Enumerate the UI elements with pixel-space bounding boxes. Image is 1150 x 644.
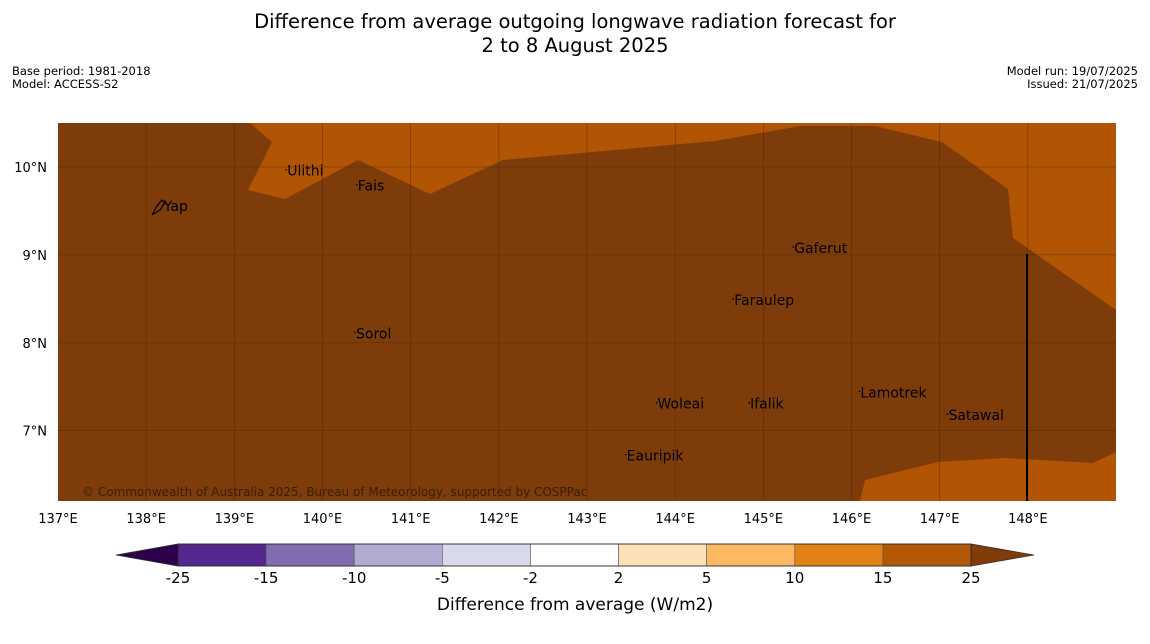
island-marker [858, 390, 861, 393]
colorbar-tick-label: -25 [166, 569, 191, 587]
latitude-tick-label: 9°N [23, 249, 48, 264]
place-label: Faraulep [734, 293, 794, 309]
island-marker [946, 413, 949, 415]
colorbar-frame [177, 543, 972, 567]
place-label: Sorol [356, 326, 391, 342]
meta-right: Model run: 19/07/2025 Issued: 21/07/2025 [1007, 65, 1138, 91]
latitude-tick-label: 8°N [23, 337, 48, 352]
colorbar-segment [177, 543, 267, 567]
island-marker [655, 401, 658, 404]
colorbar-segment [442, 543, 531, 567]
colorbar-tick-label: 2 [614, 569, 624, 587]
longitude-tick-label: 139°E [215, 512, 255, 527]
colorbar-segment [706, 543, 796, 567]
latitude-tick-label: 10°N [14, 161, 47, 176]
longitude-tick-label: 143°E [567, 512, 607, 527]
colorbar-label: Difference from average (W/m2) [437, 595, 713, 615]
copyright-notice: © Commonwealth of Australia 2025, Bureau… [82, 485, 587, 499]
model-name: Model: ACCESS-S2 [12, 77, 119, 91]
place-label: Gaferut [794, 241, 848, 257]
place-label: Eauripik [627, 449, 685, 465]
colorbar-tick-label: 15 [873, 569, 892, 587]
longitude-tick-label: 145°E [744, 512, 784, 527]
place-label: Fais [358, 179, 385, 195]
longitude-tick-label: 138°E [126, 512, 166, 527]
title-line-1: Difference from average outgoing longwav… [254, 10, 896, 33]
island-marker [355, 183, 358, 186]
island-marker [732, 298, 735, 300]
colorbar-tick-label: -2 [523, 569, 538, 587]
latitude-ticks: 10°N 9°N 8°N 7°N [14, 161, 47, 440]
colorbar-segment [530, 543, 619, 567]
colorbar-segment [618, 543, 707, 567]
place-labels: Yap Ulithi Fais Gaferut Faraulep Sorol Woleai I… [162, 164, 1004, 465]
place-label: Ulithi [287, 164, 323, 180]
colorbar: -25 -15 -10 -5 -2 2 5 10 15 25 [115, 543, 1035, 587]
longitude-tick-label: 140°E [303, 512, 343, 527]
place-label: Yap [163, 199, 188, 215]
longitude-tick-label: 146°E [832, 512, 872, 527]
island-marker [624, 453, 627, 456]
colorbar-segment [265, 543, 355, 567]
colorbar-tick-label: -10 [342, 569, 367, 587]
colorbar-tick-label: -5 [435, 569, 450, 587]
colorbar-under-arrow [115, 543, 179, 567]
island-marker [354, 331, 356, 334]
model-run: Model run: 19/07/2025 [1006, 64, 1138, 78]
graticule [58, 123, 1116, 501]
colorbar-tick-label: 10 [785, 569, 804, 587]
colorbar-segment [794, 543, 884, 567]
longitude-tick-label: 141°E [391, 512, 431, 527]
colorbar-segment [882, 543, 972, 567]
longitude-tick-label: 142°E [479, 512, 519, 527]
issued-date: Issued: 21/07/2025 [1027, 77, 1138, 91]
place-label: Lamotrek [860, 385, 927, 401]
island-marker [285, 168, 288, 171]
latitude-tick-label: 7°N [23, 425, 48, 440]
place-label: Ifalik [750, 397, 784, 413]
island-marker [748, 401, 750, 404]
colorbar-tick-label: -15 [254, 569, 279, 587]
longitude-tick-label: 137°E [38, 512, 78, 527]
island-marker [792, 246, 794, 248]
longitude-tick-label: 144°E [655, 512, 695, 527]
colorbar-over-arrow [970, 543, 1035, 567]
longitude-tick-label: 148°E [1008, 512, 1048, 527]
place-label: Woleai [658, 397, 705, 413]
colorbar-segment [353, 543, 443, 567]
map-area: Yap Ulithi Fais Gaferut Faraulep Sorol Woleai I… [58, 123, 1116, 501]
longitude-tick-label: 147°E [920, 512, 960, 527]
yap-island-outline [151, 199, 166, 216]
longitude-ticks: 137°E 138°E 139°E 140°E 141°E 142°E 143°E 144°E… [38, 512, 1047, 527]
base-period: Base period: 1981-2018 [12, 64, 151, 78]
colorbar-tick-label: 25 [961, 569, 980, 587]
title-line-2: 2 to 8 August 2025 [481, 34, 669, 57]
island-marker [162, 204, 164, 206]
meta-left: Base period: 1981-2018 Model: ACCESS-S2 [12, 65, 151, 91]
colorbar-tick-label: 5 [702, 569, 712, 587]
map-title: Difference from average outgoing longwav… [0, 10, 1150, 58]
place-label: Satawal [948, 408, 1003, 424]
